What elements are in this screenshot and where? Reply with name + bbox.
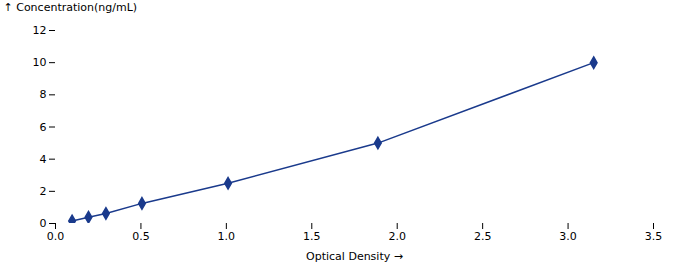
svg-text:3.5: 3.5 [645, 230, 663, 243]
svg-text:12: 12 [33, 24, 47, 37]
svg-text:10: 10 [33, 56, 47, 69]
svg-text:2.5: 2.5 [474, 230, 492, 243]
svg-text:2.0: 2.0 [388, 230, 406, 243]
svg-text:Optical Density →: Optical Density → [306, 250, 403, 263]
svg-text:1.0: 1.0 [218, 230, 236, 243]
svg-text:↑ Concentration(ng/mL): ↑ Concentration(ng/mL) [4, 1, 138, 14]
svg-text:2: 2 [40, 185, 47, 198]
svg-text:8: 8 [40, 88, 47, 101]
svg-text:6: 6 [40, 121, 47, 134]
svg-text:1.5: 1.5 [303, 230, 321, 243]
svg-text:0.0: 0.0 [47, 230, 65, 243]
svg-text:4: 4 [40, 153, 47, 166]
svg-text:3.0: 3.0 [559, 230, 577, 243]
svg-text:0.5: 0.5 [132, 230, 150, 243]
svg-text:0: 0 [40, 217, 47, 230]
